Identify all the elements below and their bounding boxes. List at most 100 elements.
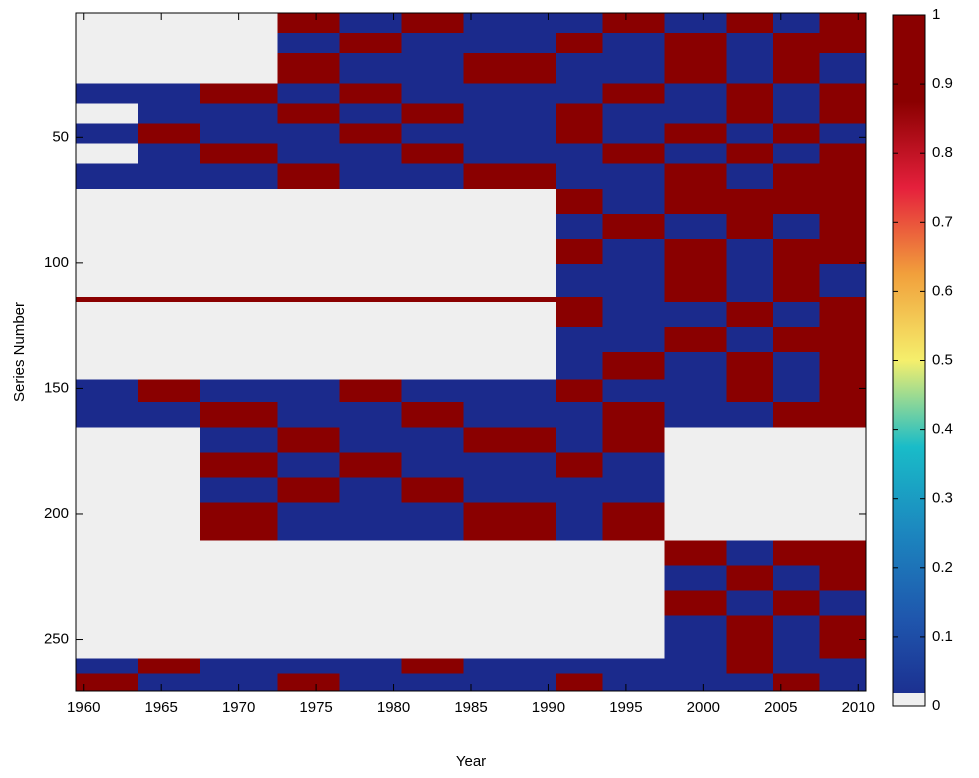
heatmap-cell	[726, 352, 774, 380]
heatmap-cell	[556, 296, 603, 302]
heatmap-cell	[401, 658, 464, 674]
heatmap-cell	[556, 502, 603, 541]
x-tick-label: 1990	[532, 699, 565, 716]
heatmap-cell	[556, 163, 603, 189]
heatmap-cell	[602, 673, 665, 691]
heatmap-cell	[819, 213, 866, 239]
heatmap-cell	[773, 103, 820, 124]
heatmap-cell	[463, 673, 557, 691]
heatmap-cell	[773, 296, 820, 302]
heatmap-cell	[726, 565, 774, 591]
y-axis-label: Series Number	[11, 302, 28, 402]
heatmap-cell	[199, 477, 278, 503]
heatmap-cell	[726, 540, 774, 566]
heatmap-cell	[401, 502, 464, 541]
heatmap-cell	[401, 33, 464, 54]
heatmap-cell	[199, 103, 278, 124]
heatmap-cell	[726, 402, 774, 428]
heatmap-cell	[339, 83, 402, 104]
x-tick-label: 2010	[842, 699, 875, 716]
heatmap-cell	[556, 13, 603, 34]
heatmap-cell	[199, 673, 278, 691]
heatmap-cell	[664, 590, 727, 616]
heatmap-cell	[726, 264, 774, 297]
heatmap-cell	[664, 326, 727, 352]
heatmap-cell	[401, 477, 464, 503]
heatmap-cell	[819, 143, 866, 164]
colorbar-tick-label: 0.4	[932, 421, 953, 438]
heatmap-cell	[773, 163, 820, 189]
heatmap-cell	[773, 301, 820, 327]
heatmap-cell	[773, 615, 820, 659]
heatmap-cell	[556, 452, 603, 478]
heatmap-cell	[463, 452, 557, 478]
heatmap-cell	[602, 296, 665, 302]
heatmap-cell	[339, 143, 402, 164]
heatmap-cell	[726, 13, 774, 34]
heatmap-cell	[819, 163, 866, 189]
heatmap-cell	[602, 502, 665, 541]
heatmap-cell	[401, 673, 464, 691]
heatmap-cell	[726, 239, 774, 265]
y-tick-label: 150	[44, 379, 69, 396]
x-tick-label: 1995	[609, 699, 642, 716]
heatmap-cell	[556, 53, 603, 84]
x-tick-label: 2000	[687, 699, 720, 716]
heatmap-cell	[339, 502, 402, 541]
heatmap-cell	[664, 264, 727, 297]
heatmap-cell	[339, 477, 402, 503]
heatmap-cell	[339, 123, 402, 144]
heatmap-cell	[556, 213, 603, 239]
heatmap-cell	[556, 379, 603, 403]
heatmap-cell	[664, 658, 727, 674]
heatmap-cell	[463, 379, 557, 403]
heatmap-cell	[277, 402, 340, 428]
heatmap-cell	[726, 615, 774, 659]
heatmap-cell	[199, 658, 278, 674]
heatmap-cell	[726, 590, 774, 616]
heatmap-cell	[76, 379, 138, 403]
heatmap-cell	[773, 123, 820, 144]
heatmap-cell	[401, 296, 464, 302]
heatmap-cell	[819, 658, 866, 674]
heatmap-cell	[726, 296, 774, 302]
heatmap-cell	[664, 296, 727, 302]
heatmap-cell	[463, 123, 557, 144]
heatmap-cell	[277, 143, 340, 164]
heatmap-cell	[773, 13, 820, 34]
heatmap-cell	[819, 239, 866, 265]
heatmap-cell	[556, 402, 603, 428]
heatmap-cell	[726, 673, 774, 691]
heatmap-cell	[137, 123, 200, 144]
heatmap-cell	[773, 188, 820, 214]
heatmap-cell	[137, 402, 200, 428]
heatmap-cell	[556, 103, 603, 124]
heatmap-cell	[602, 33, 665, 54]
heatmap-cell	[819, 301, 866, 327]
heatmap-cell	[199, 163, 278, 189]
heatmap-cell	[819, 540, 866, 566]
heatmap-cell	[277, 33, 340, 54]
heatmap-cell	[339, 427, 402, 453]
heatmap-cell	[76, 296, 138, 302]
heatmap-cell	[199, 452, 278, 478]
heatmap-cell	[602, 352, 665, 380]
heatmap-cell	[76, 402, 138, 428]
heatmap-cell	[664, 143, 727, 164]
heatmap-cell	[137, 103, 200, 124]
heatmap-cell	[773, 264, 820, 297]
heatmap-cell	[277, 163, 340, 189]
heatmap-cell	[556, 673, 603, 691]
heatmap-cell	[773, 402, 820, 428]
heatmap-cell	[664, 673, 727, 691]
heatmap-cell	[199, 296, 278, 302]
heatmap-cell	[819, 565, 866, 591]
heatmap-cell	[401, 53, 464, 84]
x-tick-label: 1985	[454, 699, 487, 716]
heatmap-cell	[339, 103, 402, 124]
colorbar-tick-label: 0	[932, 697, 940, 714]
heatmap-cell	[401, 143, 464, 164]
heatmap-cell	[277, 673, 340, 691]
heatmap-cell	[277, 296, 340, 302]
